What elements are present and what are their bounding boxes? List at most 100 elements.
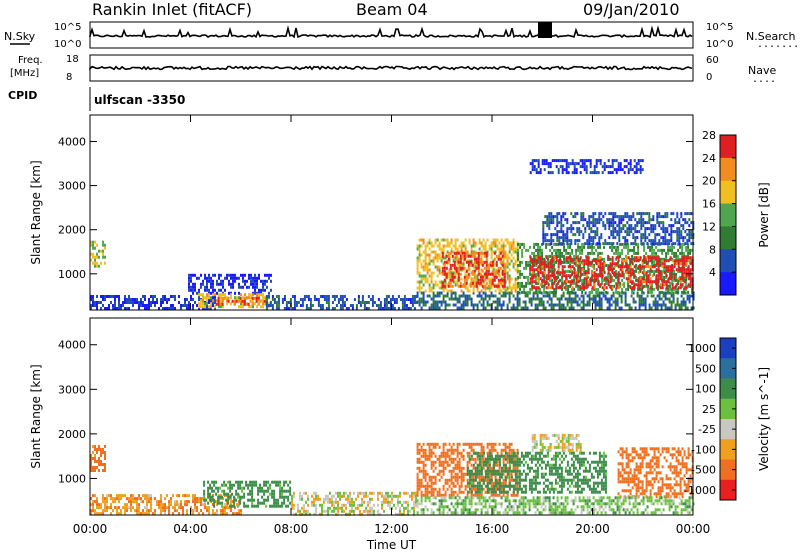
scatter-region bbox=[203, 480, 292, 508]
freq-label: Freq. bbox=[18, 55, 43, 66]
colorbar-tick-label: 1000 bbox=[688, 342, 716, 355]
colorbar-segment bbox=[720, 398, 736, 420]
colorbar-tick-label: 8 bbox=[709, 243, 716, 256]
y-tick-label: 4000 bbox=[58, 135, 86, 148]
nsky-series-line bbox=[89, 25, 693, 39]
cpid-label: CPID bbox=[8, 89, 37, 102]
x-tick-label: 16:00 bbox=[475, 522, 510, 536]
scatter-region bbox=[529, 256, 694, 290]
y-tick-label: 3000 bbox=[58, 180, 86, 193]
scatter-region bbox=[90, 445, 106, 472]
colorbar-tick-label: -500 bbox=[691, 464, 716, 477]
counts-tick-left-bottom: 10^0 bbox=[54, 39, 81, 50]
freq-trace bbox=[89, 65, 693, 71]
colorbar-segment bbox=[720, 439, 736, 460]
x-tick-label: 00:00 bbox=[73, 522, 108, 536]
freq-tick-top: 18 bbox=[66, 54, 79, 65]
colorbar-segment bbox=[720, 338, 736, 359]
scatter-region bbox=[416, 496, 695, 515]
x-tick-label: 00:00 bbox=[676, 522, 711, 536]
scatter-region bbox=[617, 447, 694, 499]
colorbar-segment bbox=[720, 203, 736, 227]
cpid-value: ulfscan -3350 bbox=[94, 93, 185, 107]
site-title: Rankin Inlet (fitACF) bbox=[92, 0, 252, 19]
colorbar-tick-label: 500 bbox=[695, 362, 716, 375]
freq-series-line bbox=[89, 65, 693, 71]
colorbar-segment bbox=[720, 226, 736, 250]
scatter-region bbox=[529, 159, 644, 175]
scatter-region bbox=[291, 491, 417, 516]
x-tick-label: 04:00 bbox=[173, 522, 208, 536]
colorbar-segment bbox=[720, 180, 736, 205]
scatter-region bbox=[441, 251, 506, 288]
date-title: 09/Jan/2010 bbox=[583, 0, 680, 19]
y-tick-label: 1000 bbox=[58, 268, 86, 281]
y-axis-label: Slant Range [km] bbox=[29, 364, 43, 468]
counts-tick-left-top: 10^5 bbox=[54, 22, 81, 33]
y-tick-label: 3000 bbox=[58, 383, 86, 396]
colorbar-frame bbox=[719, 134, 737, 296]
counts-trace bbox=[89, 22, 693, 39]
scatter-region bbox=[416, 238, 519, 293]
x-tick-label: 08:00 bbox=[274, 522, 309, 536]
freq-tick-bottom: 8 bbox=[66, 72, 72, 83]
counts-tick-right-bottom: 10^0 bbox=[706, 39, 733, 50]
y-axis-label: Slant Range [km] bbox=[29, 160, 43, 264]
nsearch-legend-dots: ........ bbox=[757, 39, 800, 50]
nave-legend-dots: .... bbox=[752, 74, 776, 85]
freq-unit-label: [MHz] bbox=[10, 68, 39, 79]
colorbar-segment bbox=[720, 378, 736, 400]
nave-label: Nave bbox=[748, 64, 776, 77]
colorbar-tick-label: 28 bbox=[702, 129, 716, 142]
colorbar-tick-label: 100 bbox=[695, 383, 716, 396]
nsearch-burst bbox=[538, 22, 552, 38]
time-axis: 00:00 04:00 08:00 12:00 16:00 20:00 00:00 Time … bbox=[73, 522, 711, 552]
colorbar-tick-label: 4 bbox=[709, 266, 716, 279]
colorbar-segment bbox=[720, 157, 736, 182]
colorbar-segment bbox=[720, 272, 736, 296]
scatter-region bbox=[416, 291, 695, 310]
colorbar-segment bbox=[720, 419, 736, 440]
colorbar-segment bbox=[720, 479, 736, 501]
nave-tick-top: 60 bbox=[706, 55, 719, 66]
colorbar-label: Power [dB] bbox=[757, 182, 771, 247]
y-tick-label: 2000 bbox=[58, 428, 86, 441]
y-tick-label: 1000 bbox=[58, 472, 86, 485]
velocity-colorbar: 1000 500 100 25 -25 -100 -500 -1000 Velocity [m … bbox=[684, 337, 771, 501]
scatter-region bbox=[265, 295, 418, 310]
nsky-label: N.Sky bbox=[4, 30, 36, 43]
power-colorbar: 4 8 12 16 20 24 28 Power [dB] bbox=[702, 129, 771, 296]
colorbar-label: Velocity [m s^-1] bbox=[757, 367, 771, 471]
colorbar-tick-label: 16 bbox=[702, 198, 716, 211]
y-tick-label: 4000 bbox=[58, 339, 86, 352]
y-tick-label: 2000 bbox=[58, 224, 86, 237]
x-axis-label: Time UT bbox=[366, 538, 417, 552]
colorbar-tick-label: 12 bbox=[702, 220, 716, 233]
scatter-region bbox=[531, 433, 582, 452]
scatter-region bbox=[188, 273, 272, 295]
colorbar-tick-label: 24 bbox=[702, 152, 716, 165]
colorbar-tick-label: -100 bbox=[691, 443, 716, 456]
colorbar-tick-label: -1000 bbox=[684, 484, 716, 497]
colorbar-segment bbox=[720, 249, 736, 273]
counts-tick-right-top: 10^5 bbox=[706, 22, 733, 33]
colorbar-tick-label: 25 bbox=[702, 403, 716, 416]
colorbar-segment bbox=[720, 135, 736, 159]
colorbar-segment bbox=[720, 358, 736, 379]
scatter-region bbox=[90, 240, 106, 268]
colorbar-tick-label: 20 bbox=[702, 175, 716, 188]
velocity-panel: 1000 2000 3000 4000 Slant Range [km] bbox=[29, 317, 695, 516]
x-tick-label: 12:00 bbox=[374, 522, 409, 536]
nave-tick-bottom: 0 bbox=[706, 72, 712, 83]
nsearch-label: N.Search bbox=[746, 30, 796, 43]
colorbar-frame bbox=[719, 337, 737, 501]
power-panel: 1000 2000 3000 4000 Slant Range [km] bbox=[29, 114, 695, 311]
colorbar-segment bbox=[720, 459, 736, 481]
scatter-region bbox=[466, 451, 607, 494]
colorbar-tick-label: -25 bbox=[698, 423, 716, 436]
scatter-region bbox=[542, 212, 695, 246]
x-tick-label: 20:00 bbox=[575, 522, 610, 536]
beam-title: Beam 04 bbox=[356, 0, 428, 19]
scatter-region bbox=[90, 295, 216, 310]
